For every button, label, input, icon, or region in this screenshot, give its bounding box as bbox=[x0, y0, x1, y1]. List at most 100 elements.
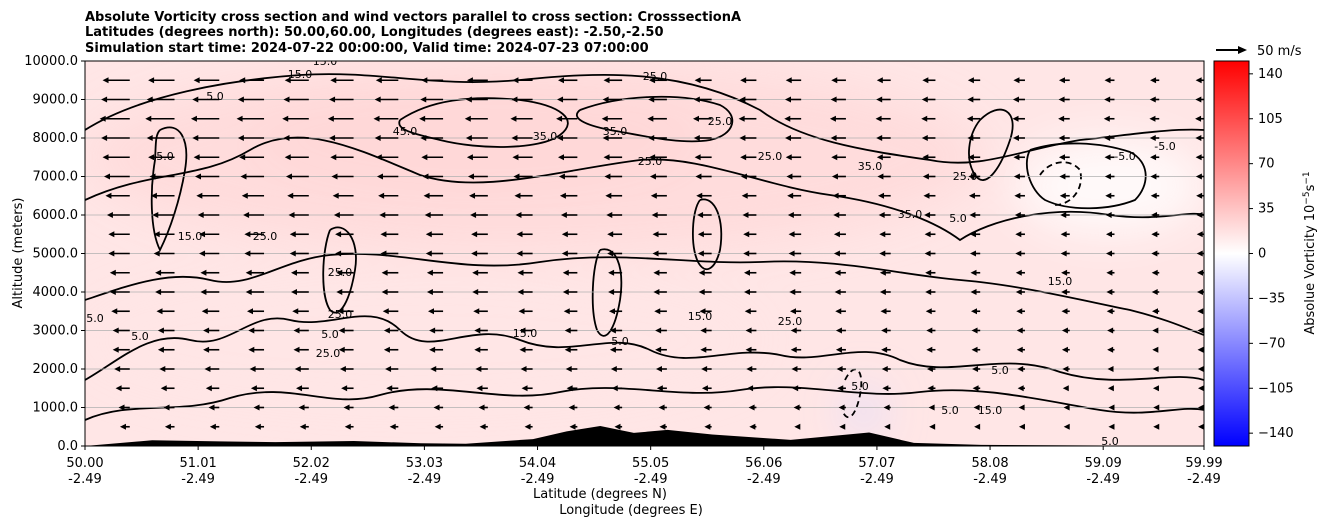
x-axis-label-latitude: Latitude (degrees N) bbox=[533, 487, 667, 502]
wind-vector-head bbox=[605, 192, 612, 199]
wind-vector-head bbox=[236, 115, 243, 122]
wind-vector bbox=[1014, 192, 1025, 199]
contour-label: 15.0 bbox=[978, 404, 1003, 417]
wind-vector bbox=[429, 327, 444, 334]
wind-vector-head bbox=[973, 404, 980, 411]
wind-vector-head bbox=[420, 96, 427, 103]
wind-vector bbox=[1197, 346, 1204, 353]
wind-vector-head bbox=[478, 404, 485, 411]
wind-vector-head bbox=[1152, 327, 1159, 334]
y-tick-label: 2000.0 bbox=[33, 362, 79, 377]
wind-vector-head bbox=[925, 269, 932, 276]
wind-vector bbox=[1012, 96, 1025, 103]
wind-vector bbox=[605, 192, 623, 199]
wind-vector-head bbox=[521, 385, 528, 392]
wind-vector-head bbox=[609, 308, 616, 315]
wind-vector bbox=[831, 173, 846, 180]
wind-vector-head bbox=[204, 366, 211, 372]
wind-vector-head bbox=[1107, 366, 1114, 372]
wind-vector-head bbox=[648, 96, 655, 103]
wind-vector-head bbox=[878, 212, 885, 218]
wind-vector-head bbox=[830, 135, 837, 141]
contour-label: 45.0 bbox=[393, 125, 418, 138]
wind-vector bbox=[929, 423, 936, 430]
wind-vector-head bbox=[379, 212, 386, 218]
wind-vector bbox=[601, 115, 623, 122]
wind-vector-head bbox=[655, 327, 662, 334]
wind-vector-head bbox=[1104, 154, 1111, 161]
wind-vector-head bbox=[879, 250, 886, 257]
wind-vector-head bbox=[835, 308, 842, 315]
wind-vector bbox=[157, 327, 175, 334]
wind-vector-head bbox=[792, 385, 799, 392]
wind-vector bbox=[1017, 366, 1025, 372]
wind-vector bbox=[510, 115, 533, 122]
wind-vector bbox=[557, 96, 578, 103]
wind-vector bbox=[655, 366, 667, 372]
wind-vector-head bbox=[244, 231, 251, 238]
wind-vector-head bbox=[285, 173, 292, 180]
wind-vector bbox=[883, 404, 891, 411]
wind-vector bbox=[1152, 308, 1160, 315]
wind-vector bbox=[610, 366, 623, 372]
wind-vector bbox=[743, 250, 757, 257]
contour-label: 5.0 bbox=[1101, 435, 1119, 448]
wind-vector-head bbox=[839, 423, 846, 430]
wind-vector-head bbox=[1195, 96, 1202, 103]
wind-vector-head bbox=[239, 154, 246, 161]
contour-line bbox=[85, 136, 1204, 242]
wind-vector bbox=[696, 192, 712, 199]
wind-vector bbox=[569, 423, 578, 430]
wind-vector bbox=[925, 308, 936, 315]
wind-vector bbox=[245, 289, 265, 295]
wind-vector-head bbox=[333, 212, 340, 218]
wind-vector-head bbox=[1151, 269, 1158, 276]
wind-vector bbox=[521, 385, 533, 392]
wind-vector-head bbox=[149, 173, 156, 180]
wind-vector bbox=[71, 385, 86, 391]
wind-vector-head bbox=[697, 250, 704, 257]
wind-vector bbox=[244, 250, 265, 257]
wind-vector-head bbox=[471, 231, 478, 238]
wind-vector bbox=[512, 77, 533, 84]
colorbar-tick-label: 70 bbox=[1258, 157, 1275, 172]
contour-label: 5.0 bbox=[86, 312, 104, 325]
wind-vector bbox=[648, 96, 667, 103]
wind-vector-head bbox=[1106, 289, 1113, 295]
wind-vector-head bbox=[201, 308, 208, 315]
wind-vector-head bbox=[108, 250, 115, 257]
wind-vector bbox=[381, 269, 399, 276]
wind-vector-head bbox=[741, 192, 748, 199]
wind-vector bbox=[1107, 385, 1114, 392]
wind-vector bbox=[836, 366, 846, 372]
wind-vector-head bbox=[603, 154, 610, 161]
wind-vector-head bbox=[692, 115, 699, 122]
wind-vector-head bbox=[374, 135, 381, 141]
wind-vector-head bbox=[476, 385, 483, 392]
wind-vector bbox=[1058, 77, 1070, 84]
wind-vector-head bbox=[700, 327, 707, 334]
wind-vector bbox=[465, 135, 488, 141]
wind-vector bbox=[385, 366, 399, 372]
contour-line-negative bbox=[841, 368, 863, 419]
wind-vector bbox=[1015, 269, 1025, 276]
wind-vector-head bbox=[1150, 173, 1157, 180]
wind-vector bbox=[786, 173, 802, 180]
wind-vector bbox=[922, 173, 936, 180]
wind-vector-head bbox=[426, 289, 433, 295]
wind-vector-head bbox=[153, 250, 160, 257]
contour-line bbox=[85, 315, 1204, 381]
wind-vector bbox=[926, 366, 936, 372]
wind-vector-head bbox=[609, 346, 616, 353]
wind-vector bbox=[967, 135, 981, 141]
wind-vector bbox=[376, 173, 399, 180]
colorbar-tick-label: −105 bbox=[1258, 381, 1294, 396]
wind-vector bbox=[1060, 250, 1070, 257]
wind-vector bbox=[1105, 212, 1115, 218]
wind-vector-head bbox=[292, 308, 299, 315]
wind-vector bbox=[739, 135, 757, 141]
wind-vector-head bbox=[700, 346, 707, 353]
wind-vector bbox=[516, 231, 533, 238]
wind-vector bbox=[60, 193, 85, 199]
wind-vector-head bbox=[425, 231, 432, 238]
